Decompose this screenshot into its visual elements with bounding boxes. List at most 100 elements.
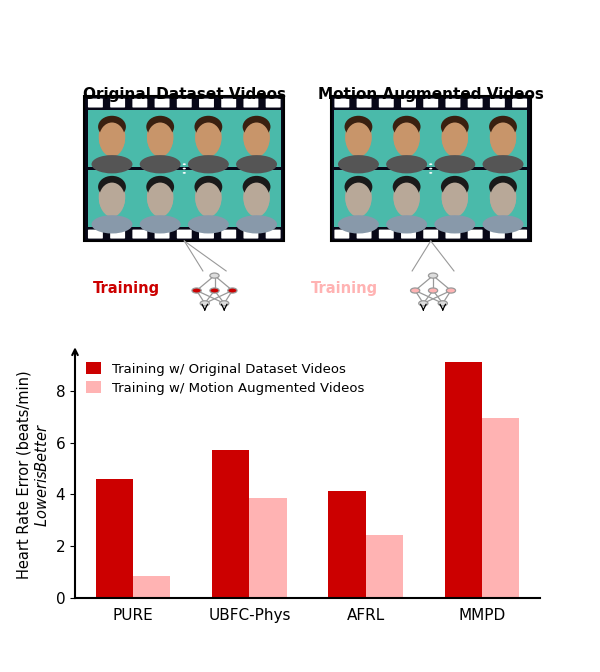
Ellipse shape [146, 116, 174, 138]
Ellipse shape [482, 155, 523, 173]
Ellipse shape [99, 183, 125, 214]
Ellipse shape [344, 116, 373, 138]
Ellipse shape [99, 122, 125, 155]
Circle shape [192, 288, 201, 293]
Ellipse shape [482, 215, 523, 233]
Circle shape [210, 288, 219, 293]
Ellipse shape [394, 183, 419, 214]
FancyBboxPatch shape [266, 230, 281, 239]
Ellipse shape [394, 177, 420, 217]
FancyBboxPatch shape [445, 230, 460, 239]
FancyBboxPatch shape [356, 99, 371, 108]
FancyBboxPatch shape [155, 99, 170, 108]
Ellipse shape [442, 177, 468, 217]
Ellipse shape [394, 117, 420, 157]
Ellipse shape [442, 117, 468, 157]
FancyBboxPatch shape [490, 99, 505, 108]
Ellipse shape [442, 122, 468, 155]
Bar [212, 450, 250, 598]
Circle shape [428, 288, 437, 293]
Bar [88, 110, 281, 167]
FancyBboxPatch shape [512, 230, 527, 239]
Bar [334, 170, 527, 227]
Ellipse shape [441, 116, 469, 138]
FancyBboxPatch shape [110, 99, 125, 108]
FancyBboxPatch shape [356, 230, 371, 239]
FancyBboxPatch shape [155, 230, 170, 239]
Ellipse shape [489, 176, 517, 198]
Ellipse shape [98, 176, 126, 198]
Circle shape [182, 167, 186, 169]
Ellipse shape [195, 117, 221, 157]
FancyBboxPatch shape [467, 99, 482, 108]
Ellipse shape [92, 155, 133, 173]
Ellipse shape [489, 116, 517, 138]
FancyBboxPatch shape [88, 230, 103, 239]
Circle shape [429, 167, 433, 169]
Circle shape [438, 301, 448, 306]
Ellipse shape [394, 122, 419, 155]
Text: Training: Training [311, 281, 378, 296]
Ellipse shape [147, 117, 173, 157]
Ellipse shape [194, 116, 222, 138]
FancyBboxPatch shape [266, 99, 281, 108]
Bar [88, 170, 281, 227]
Bar [365, 534, 403, 598]
Bar [334, 110, 527, 167]
Bar [84, 96, 284, 241]
Circle shape [419, 301, 428, 306]
Text: Original Dataset Videos: Original Dataset Videos [83, 87, 286, 102]
Circle shape [200, 301, 209, 306]
FancyBboxPatch shape [334, 99, 349, 108]
Ellipse shape [194, 176, 222, 198]
Text: Motion Augmented Videos: Motion Augmented Videos [318, 87, 544, 102]
FancyBboxPatch shape [88, 99, 103, 108]
Ellipse shape [147, 122, 173, 155]
FancyBboxPatch shape [401, 230, 416, 239]
Circle shape [428, 273, 437, 278]
Ellipse shape [244, 183, 269, 214]
Ellipse shape [386, 215, 427, 233]
FancyBboxPatch shape [221, 99, 236, 108]
Y-axis label: Heart Rate Error (beats/min)
$\mathit{Lower is Better}$: Heart Rate Error (beats/min) $\mathit{Lo… [16, 371, 50, 579]
FancyBboxPatch shape [177, 230, 192, 239]
Legend: Training w/ Original Dataset Videos, Training w/ Motion Augmented Videos: Training w/ Original Dataset Videos, Tra… [82, 358, 368, 398]
Ellipse shape [236, 215, 277, 233]
Bar [331, 96, 531, 241]
Ellipse shape [188, 215, 229, 233]
Ellipse shape [490, 122, 516, 155]
Ellipse shape [346, 183, 371, 214]
Bar [328, 491, 365, 598]
FancyBboxPatch shape [423, 99, 438, 108]
Ellipse shape [434, 215, 475, 233]
Ellipse shape [393, 176, 421, 198]
Ellipse shape [140, 155, 181, 173]
Ellipse shape [338, 215, 379, 233]
Ellipse shape [98, 116, 126, 138]
Circle shape [210, 273, 219, 278]
Bar [482, 418, 519, 598]
Ellipse shape [346, 122, 371, 155]
FancyBboxPatch shape [221, 230, 236, 239]
Ellipse shape [99, 117, 125, 157]
Circle shape [228, 288, 237, 293]
Ellipse shape [441, 176, 469, 198]
FancyBboxPatch shape [244, 230, 259, 239]
FancyBboxPatch shape [379, 230, 394, 239]
Circle shape [182, 163, 186, 165]
FancyBboxPatch shape [445, 99, 460, 108]
Ellipse shape [345, 177, 371, 217]
Ellipse shape [434, 155, 475, 173]
Ellipse shape [196, 183, 221, 214]
Ellipse shape [490, 117, 516, 157]
FancyBboxPatch shape [467, 230, 482, 239]
Ellipse shape [344, 176, 373, 198]
Ellipse shape [393, 116, 421, 138]
Ellipse shape [242, 176, 271, 198]
Bar [445, 362, 482, 598]
Text: Training: Training [92, 281, 160, 296]
FancyBboxPatch shape [490, 230, 505, 239]
Ellipse shape [195, 177, 221, 217]
Ellipse shape [196, 122, 221, 155]
Ellipse shape [244, 117, 270, 157]
